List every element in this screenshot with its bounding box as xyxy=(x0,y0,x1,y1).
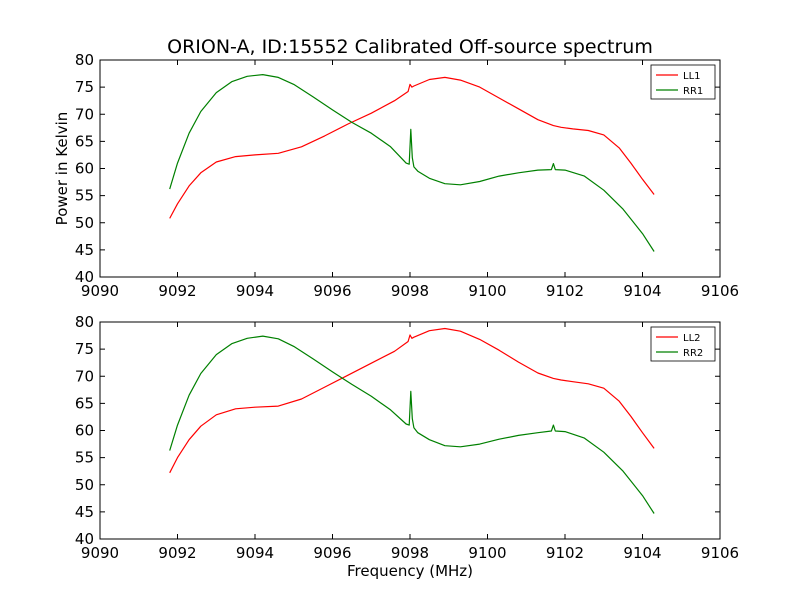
y-tick-label: 60 xyxy=(75,160,94,178)
x-tick-label: 9100 xyxy=(468,544,506,562)
x-tick-label: 9096 xyxy=(313,282,351,300)
legend-label-ll2: LL2 xyxy=(683,333,701,344)
x-tick-label: 9094 xyxy=(236,282,274,300)
x-tick-label: 9092 xyxy=(158,544,196,562)
subplot-2: 9090 9092 9094 9096 9098 9100 9102 9104 9106 40 45… xyxy=(75,313,739,580)
series-line-ll2 xyxy=(169,327,655,474)
x-tick-label: 9102 xyxy=(546,544,584,562)
x-tick-label: 9102 xyxy=(546,282,584,300)
series-line-rr2 xyxy=(169,335,655,514)
subplot-1: 9090 9092 9094 9096 9098 9100 9102 9104 9106 40 45… xyxy=(53,51,739,300)
x-tick-label: 9096 xyxy=(313,544,351,562)
y-tick-label: 80 xyxy=(75,51,94,69)
legend-label-rr2: RR2 xyxy=(683,348,703,359)
x-tick-label: 9100 xyxy=(468,282,506,300)
x-tick-label: 9106 xyxy=(701,282,739,300)
x-tick-label: 9106 xyxy=(701,544,739,562)
plot-frame xyxy=(99,59,721,278)
plot-frame xyxy=(99,321,721,540)
series-line-rr1 xyxy=(169,73,655,252)
legend-label-ll1: LL1 xyxy=(683,71,701,82)
y-tick-label: 55 xyxy=(75,449,94,467)
x-tick-label: 9092 xyxy=(158,282,196,300)
series-line-ll1 xyxy=(169,76,655,219)
x-tick-label: 9104 xyxy=(623,544,661,562)
y-tick-label: 55 xyxy=(75,187,94,205)
x-tick-label: 9094 xyxy=(236,544,274,562)
y-tick-label: 75 xyxy=(75,78,94,96)
y-tick-label: 50 xyxy=(75,214,94,232)
y-tick-label: 60 xyxy=(75,422,94,440)
y-tick-label: 40 xyxy=(75,268,94,286)
y-tick-label: 65 xyxy=(75,132,94,150)
y-tick-label: 45 xyxy=(75,241,94,259)
y-tick-label: 40 xyxy=(75,530,94,548)
x-tick-label: 9090 xyxy=(81,282,119,300)
x-tick-label: 9098 xyxy=(391,282,429,300)
y-tick-label: 65 xyxy=(75,394,94,412)
chart-title: ORION-A, ID:15552 Calibrated Off-source … xyxy=(167,36,653,58)
y-axis-label: Power in Kelvin xyxy=(53,112,71,226)
y-tick-label: 75 xyxy=(75,340,94,358)
y-tick-label: 70 xyxy=(75,367,94,385)
legend-label-rr1: RR1 xyxy=(683,86,703,97)
x-tick-label: 9090 xyxy=(81,544,119,562)
legend-box xyxy=(650,64,716,100)
subplot-container: 9090 9092 9094 9096 9098 9100 9102 9104 9106 40 45… xyxy=(53,51,739,580)
x-tick-label: 9104 xyxy=(623,282,661,300)
x-tick-label: 9098 xyxy=(391,544,429,562)
x-axis-label: Frequency (MHz) xyxy=(347,562,473,580)
legend-box xyxy=(650,326,716,362)
y-tick-label: 80 xyxy=(75,313,94,331)
y-tick-label: 70 xyxy=(75,105,94,123)
y-tick-label: 50 xyxy=(75,476,94,494)
y-tick-label: 45 xyxy=(75,503,94,521)
